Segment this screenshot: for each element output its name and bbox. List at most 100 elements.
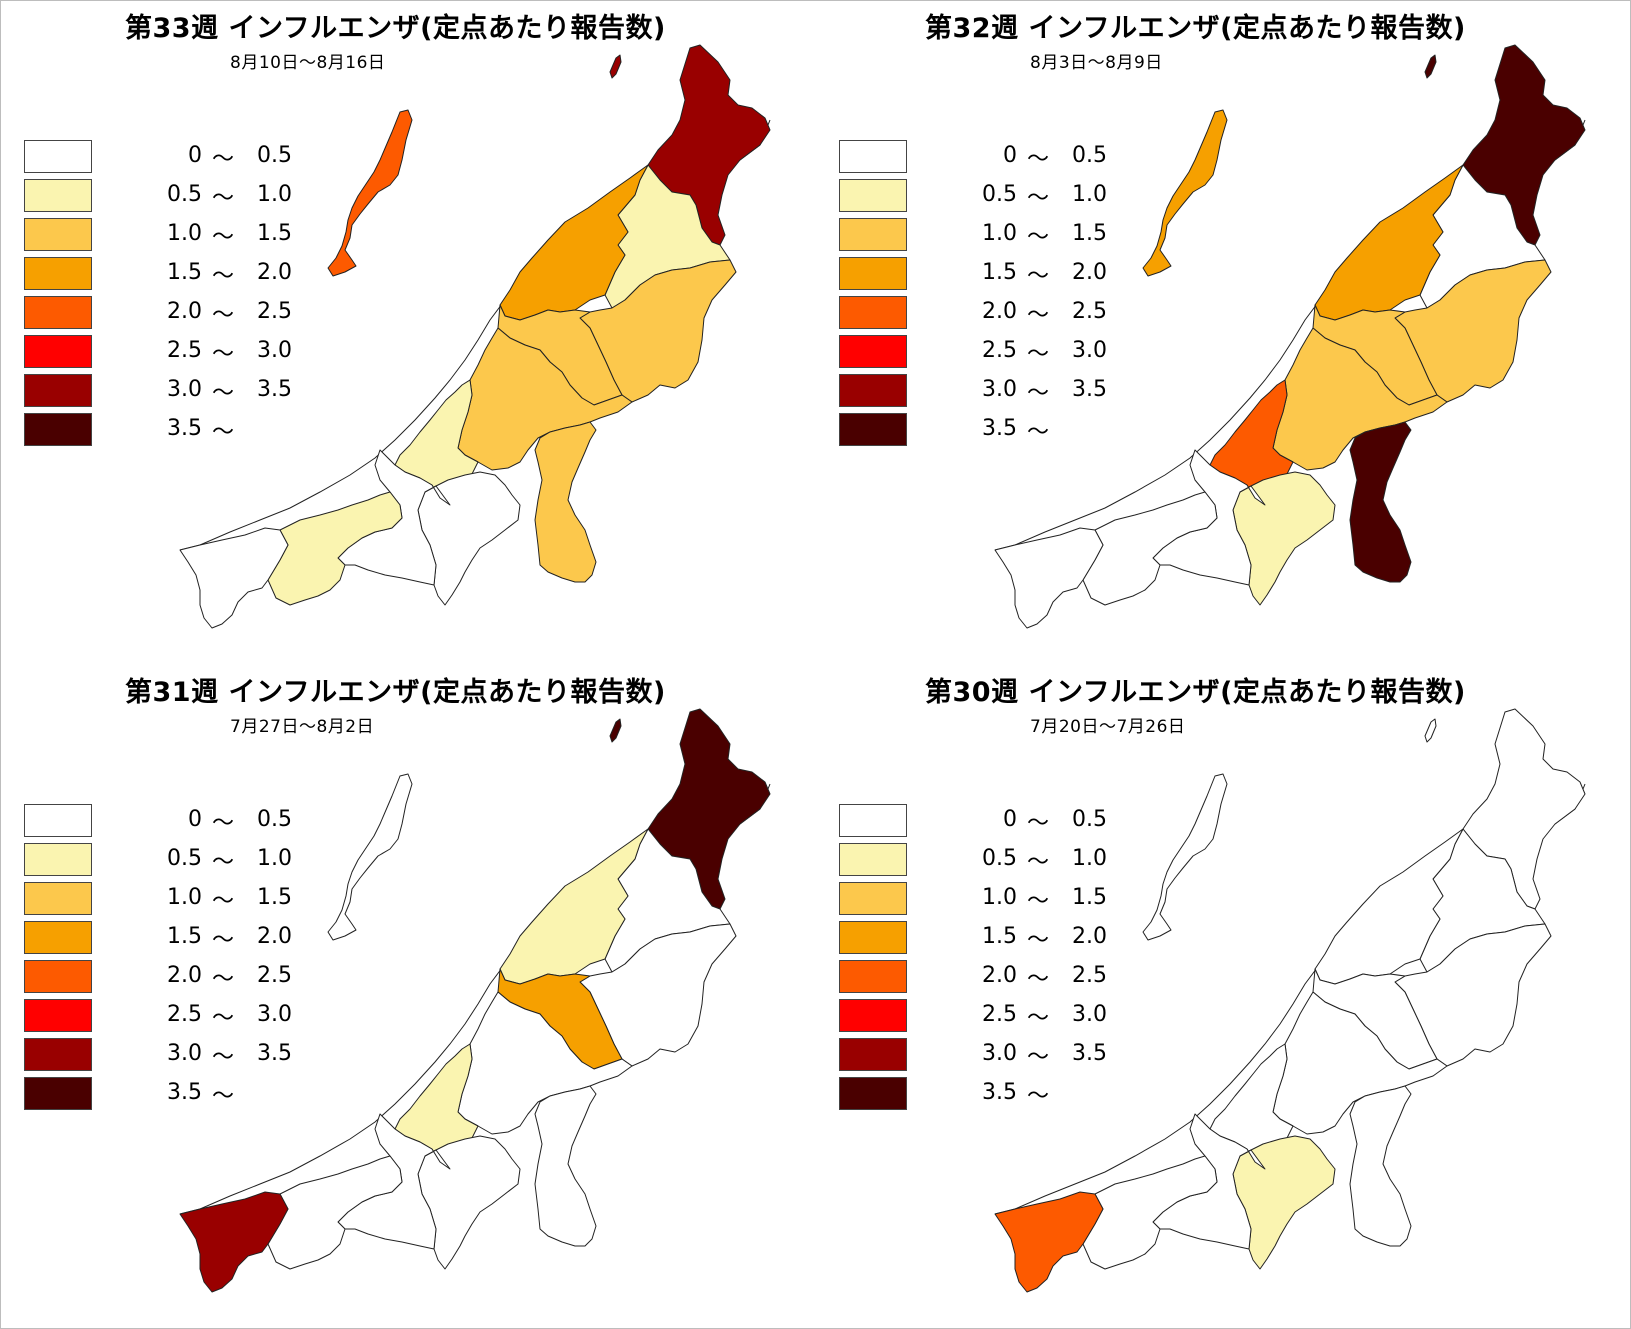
legend-swatch: [839, 140, 907, 173]
legend-low-value: 0.5: [167, 846, 202, 871]
legend-tilde: 〜: [212, 147, 235, 172]
legend-swatch: [24, 179, 92, 212]
legend-swatch: [24, 1077, 92, 1110]
panel-date-range: 7月20日〜7月26日: [1030, 717, 1186, 737]
legend-tilde: 〜: [212, 342, 235, 367]
legend-low-value: 1.0: [167, 221, 202, 246]
region-awashima: [1424, 54, 1437, 79]
legend-high-value: 3.0: [1072, 338, 1107, 363]
legend-tilde: 〜: [212, 967, 235, 992]
legend-high-value: 3.5: [1072, 1041, 1107, 1066]
region-itoigawa: [994, 527, 1104, 629]
legend-high-value: 3.5: [257, 377, 292, 402]
legend-low-value: 2.0: [982, 963, 1017, 988]
legend-tilde: 〜: [212, 381, 235, 406]
legend-swatch: [839, 921, 907, 954]
legend-swatch: [839, 179, 907, 212]
legend-low-value: 1.0: [167, 885, 202, 910]
legend-high-value: 2.0: [257, 924, 292, 949]
legend-high-value: 0.5: [1072, 143, 1107, 168]
legend-low-value: 1.0: [982, 885, 1017, 910]
region-joetsu: [267, 1155, 403, 1270]
legend-tilde: 〜: [1027, 342, 1050, 367]
legend-tilde: 〜: [1027, 1045, 1050, 1070]
legend-low-value: 3.5: [982, 416, 1017, 441]
legend-swatch: [24, 296, 92, 329]
legend-swatch: [24, 921, 92, 954]
panel-week-31: 第31週 インフルエンザ(定点あたり報告数) 7月27日〜8月2日 0 〜 0.5 0.5…: [0, 664, 815, 1328]
legend-swatch: [24, 999, 92, 1032]
legend-high-value: 3.5: [257, 1041, 292, 1066]
panel-week-33: 第33週 インフルエンザ(定点あたり報告数) 8月10日〜8月16日 0 〜 0.5 0.…: [0, 0, 815, 664]
panel-title: 第31週 インフルエンザ(定点あたり報告数): [125, 677, 666, 708]
niigata-map: [179, 44, 771, 629]
region-joetsu: [1082, 491, 1218, 606]
legend-low-value: 2.5: [982, 338, 1017, 363]
legend-high-value: 3.0: [257, 1002, 292, 1027]
legend-swatch: [839, 882, 907, 915]
legend-high-value: 2.0: [257, 260, 292, 285]
legend-low-value: 2.5: [167, 1002, 202, 1027]
legend-swatch: [24, 335, 92, 368]
legend-tilde: 〜: [1027, 928, 1050, 953]
legend-high-value: 1.0: [257, 182, 292, 207]
region-uonuma: [534, 1085, 597, 1247]
legend-swatch: [24, 843, 92, 876]
region-sado: [1142, 773, 1228, 941]
legend-swatch: [24, 804, 92, 837]
legend-high-value: 1.5: [257, 885, 292, 910]
legend-low-value: 0.5: [167, 182, 202, 207]
legend-low-value: 3.5: [167, 1080, 202, 1105]
legend-swatch: [24, 218, 92, 251]
legend-tilde: 〜: [1027, 420, 1050, 445]
legend-high-value: 1.5: [1072, 221, 1107, 246]
legend-tilde: 〜: [1027, 1006, 1050, 1031]
legend-tilde: 〜: [1027, 1084, 1050, 1109]
legend-tilde: 〜: [212, 1045, 235, 1070]
region-sado: [327, 109, 413, 277]
legend-high-value: 2.5: [1072, 299, 1107, 324]
legend-swatch: [839, 296, 907, 329]
legend-low-value: 1.5: [167, 924, 202, 949]
legend-tilde: 〜: [1027, 811, 1050, 836]
region-awashima: [609, 54, 622, 79]
legend-swatch: [24, 140, 92, 173]
region-awashima: [1424, 718, 1437, 743]
legend-low-value: 3.0: [167, 1041, 202, 1066]
niigata-map: [994, 708, 1586, 1293]
legend-high-value: 3.5: [1072, 377, 1107, 402]
legend-low-value: 0: [1003, 143, 1017, 168]
region-itoigawa: [994, 1191, 1104, 1293]
legend-swatch: [839, 1077, 907, 1110]
legend-swatch: [839, 257, 907, 290]
legend-tilde: 〜: [1027, 147, 1050, 172]
legend-tilde: 〜: [1027, 967, 1050, 992]
legend-low-value: 3.0: [982, 1041, 1017, 1066]
legend-tilde: 〜: [212, 889, 235, 914]
legend-tilde: 〜: [212, 264, 235, 289]
legend-tilde: 〜: [212, 420, 235, 445]
legend-low-value: 1.0: [982, 221, 1017, 246]
legend-high-value: 1.0: [1072, 182, 1107, 207]
legend-swatch: [839, 999, 907, 1032]
legend-swatch: [24, 882, 92, 915]
region-north: [1462, 44, 1586, 246]
legend-swatch: [24, 1038, 92, 1071]
legend-high-value: 2.0: [1072, 260, 1107, 285]
legend-swatch: [839, 413, 907, 446]
legend-high-value: 2.5: [257, 963, 292, 988]
region-north: [647, 44, 771, 246]
legend-tilde: 〜: [212, 928, 235, 953]
region-uonuma: [1349, 421, 1412, 583]
panel-title: 第33週 インフルエンザ(定点あたり報告数): [125, 13, 666, 44]
legend-tilde: 〜: [1027, 186, 1050, 211]
region-itoigawa: [179, 1191, 289, 1293]
legend-tilde: 〜: [212, 303, 235, 328]
region-uonuma: [1349, 1085, 1412, 1247]
legend-high-value: 0.5: [257, 807, 292, 832]
legend-low-value: 1.5: [982, 260, 1017, 285]
legend-tilde: 〜: [1027, 225, 1050, 250]
legend-tilde: 〜: [212, 1006, 235, 1031]
legend-swatch: [24, 374, 92, 407]
legend-swatch: [839, 218, 907, 251]
